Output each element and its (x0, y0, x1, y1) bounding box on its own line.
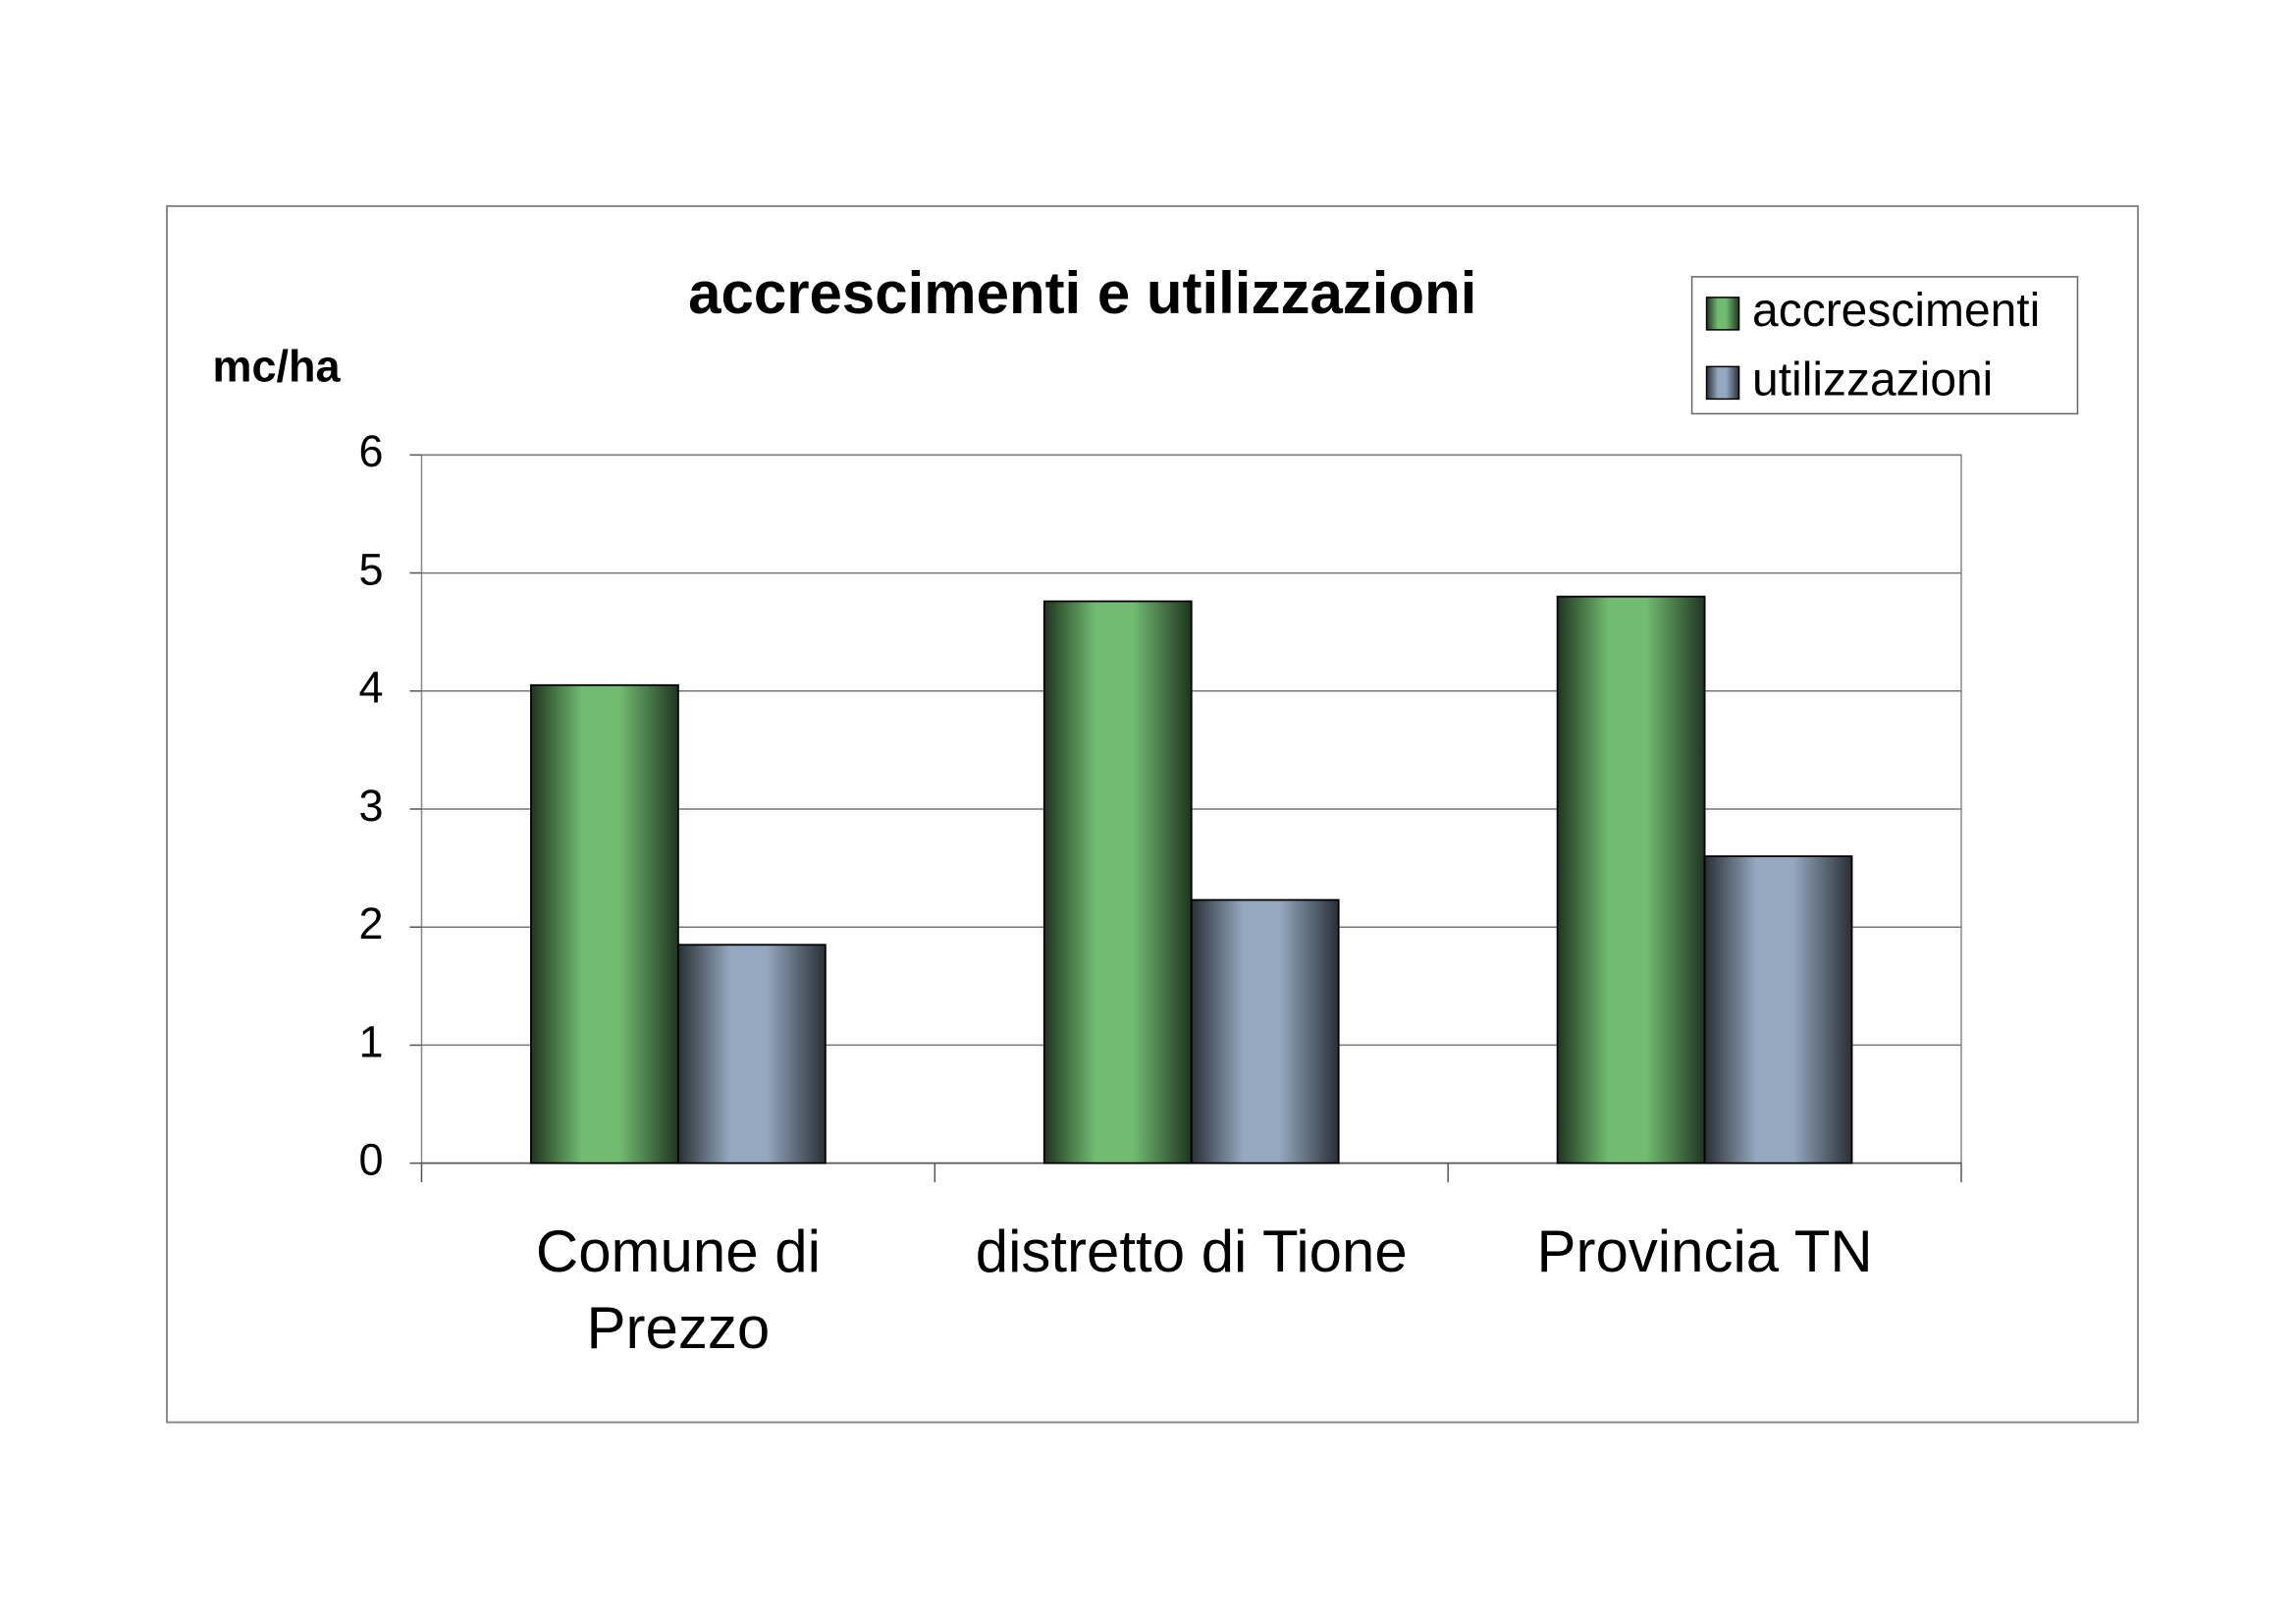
x-tick-label: Comune di Prezzo (536, 1218, 821, 1361)
legend-swatch (1705, 365, 1740, 401)
legend-label: utilizzazioni (1752, 354, 1993, 406)
y-tick-label: 2 (358, 898, 383, 948)
chart-title: accrescimenti e utilizzazioni (688, 260, 1476, 326)
legend-swatch (1705, 297, 1740, 331)
y-tick-label: 4 (358, 663, 383, 713)
y-tick-label: 0 (358, 1135, 383, 1185)
bar (530, 683, 679, 1164)
y-tick-label: 1 (358, 1016, 383, 1066)
x-tick-label: Provincia TN (1537, 1218, 1873, 1284)
bar (1190, 898, 1340, 1164)
x-tick-label: distretto di Tione (976, 1218, 1408, 1284)
y-tick-label: 6 (358, 426, 383, 476)
bar (1703, 855, 1853, 1164)
y-axis-label: mc/ha (213, 341, 342, 391)
bar (676, 944, 827, 1164)
legend-label: accrescimenti (1752, 285, 2040, 337)
legend-box (1690, 276, 2079, 415)
y-tick-label: 5 (358, 544, 383, 594)
bar (1042, 600, 1193, 1164)
y-tick-label: 3 (358, 781, 383, 831)
bar (1556, 595, 1706, 1164)
